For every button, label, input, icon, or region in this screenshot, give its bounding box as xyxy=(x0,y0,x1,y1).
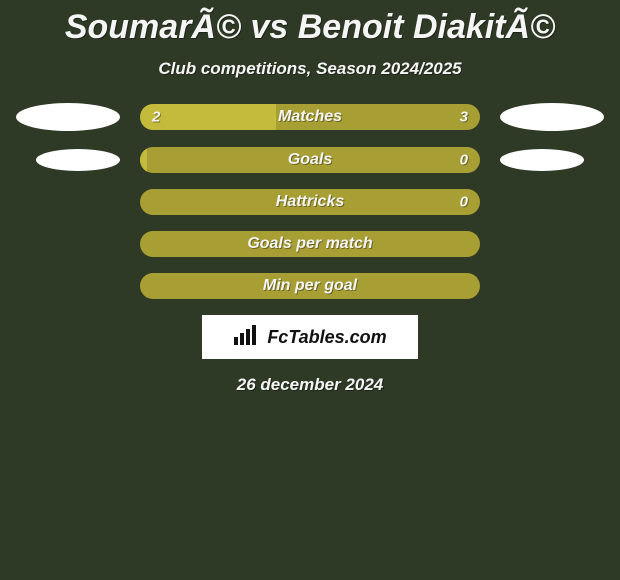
stat-bar-goals: Goals 0 xyxy=(140,147,480,173)
player-oval-right xyxy=(500,149,584,171)
logo-box: FcTables.com xyxy=(202,315,418,359)
stat-row-hattricks: Hattricks 0 xyxy=(0,189,620,215)
comparison-card: SoumarÃ© vs Benoit DiakitÃ© Club competi… xyxy=(0,0,620,395)
barchart-icon xyxy=(233,325,261,350)
stat-left-value: 2 xyxy=(152,109,160,126)
stat-bar-label: Goals xyxy=(288,151,332,169)
stat-bar-goals-per-match: Goals per match xyxy=(140,231,480,257)
stat-row-goals-per-match: Goals per match xyxy=(0,231,620,257)
stat-bar-label: Hattricks xyxy=(276,193,344,211)
stat-bar-label: Matches xyxy=(278,108,342,126)
stat-bar-hattricks: Hattricks 0 xyxy=(140,189,480,215)
stat-bar-matches: Matches 2 3 xyxy=(140,104,480,130)
player-oval-right xyxy=(500,103,604,131)
stat-row-goals: Goals 0 xyxy=(0,147,620,173)
player-oval-left xyxy=(16,103,120,131)
player-oval-left xyxy=(36,149,120,171)
stat-bar-fill xyxy=(140,147,147,173)
logo-text: FcTables.com xyxy=(267,327,386,348)
stat-bar-label: Min per goal xyxy=(263,277,357,295)
stat-right-value: 3 xyxy=(460,109,468,126)
stat-bar-label: Goals per match xyxy=(247,235,372,253)
date-line: 26 december 2024 xyxy=(0,375,620,395)
stat-bar-fill xyxy=(140,104,276,130)
stat-bar-min-per-goal: Min per goal xyxy=(140,273,480,299)
page-title: SoumarÃ© vs Benoit DiakitÃ© xyxy=(0,8,620,47)
stat-right-value: 0 xyxy=(460,194,468,211)
stat-right-value: 0 xyxy=(460,152,468,169)
stat-row-matches: Matches 2 3 xyxy=(0,103,620,131)
stat-rows: Matches 2 3 Goals 0 Hattricks 0 Goals per match… xyxy=(0,103,620,299)
subtitle: Club competitions, Season 2024/2025 xyxy=(0,59,620,79)
stat-row-min-per-goal: Min per goal xyxy=(0,273,620,299)
